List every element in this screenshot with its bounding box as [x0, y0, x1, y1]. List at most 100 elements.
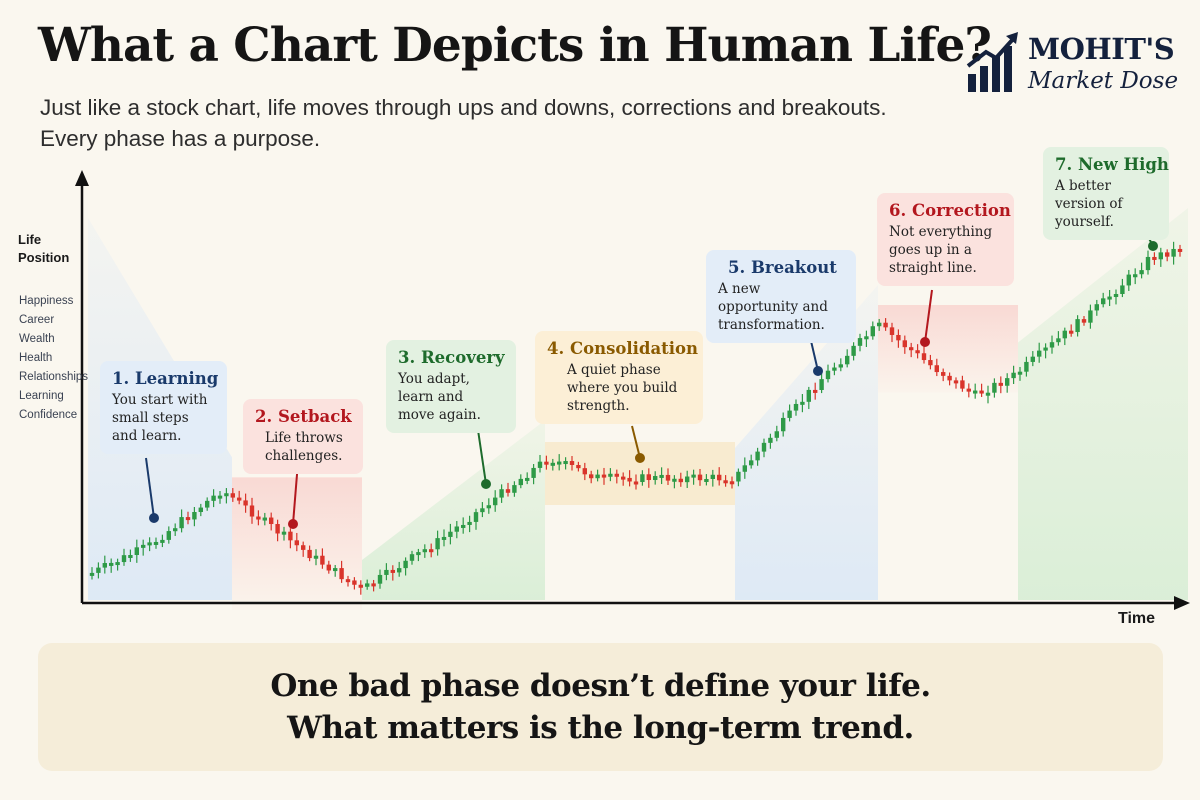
pointer-line — [145, 457, 155, 519]
candle-down — [505, 489, 511, 493]
candle-down — [345, 579, 351, 583]
candle-down — [723, 480, 728, 484]
candle-up — [563, 461, 568, 465]
phase-band — [878, 305, 1018, 393]
candle-down — [294, 540, 299, 546]
candle-up — [1075, 319, 1080, 333]
candle-up — [1145, 256, 1151, 271]
candle-up — [435, 538, 440, 550]
candle-down — [1069, 330, 1074, 334]
phase-description: Not everything goes up in a straight lin… — [889, 224, 993, 276]
pointer-dot — [288, 519, 298, 529]
phase-description: A better version of yourself. — [1055, 178, 1123, 230]
candle-up — [115, 562, 120, 566]
candle-up — [781, 417, 786, 432]
candle-up — [480, 508, 485, 513]
candle-up — [819, 379, 824, 390]
candle-down — [243, 500, 248, 506]
candle-up — [313, 555, 319, 559]
candle-down — [429, 549, 434, 553]
candle-up — [281, 531, 287, 535]
y-dimension-list: Happiness Career Wealth Health Relations… — [19, 292, 88, 425]
candle-up — [640, 474, 645, 483]
candle-up — [704, 478, 709, 482]
phase-band — [735, 285, 878, 600]
pointer-line — [924, 289, 933, 343]
phase-callout-new-high: 7. New High A better version of yourself… — [1043, 147, 1169, 240]
phase-title: 3. Recovery — [398, 348, 505, 367]
candle-up — [518, 478, 523, 486]
takeaway-line-2: What matters is the long-term trend. — [287, 710, 914, 746]
candle-up — [1158, 252, 1163, 260]
candle-up — [333, 568, 338, 572]
candle-up — [774, 431, 779, 438]
brand-logo: MOHIT'S Market Dose — [966, 30, 1196, 100]
candle-down — [934, 365, 939, 373]
candle-up — [672, 478, 677, 482]
pointer-dot — [1148, 241, 1158, 251]
candle-down — [256, 516, 261, 520]
candle-up — [550, 462, 555, 466]
candle-down — [390, 569, 395, 573]
pointer-dot — [635, 453, 645, 463]
candle-up — [825, 370, 831, 380]
candle-up — [1056, 338, 1061, 343]
y-dimension: Relationships — [19, 371, 89, 383]
candle-up — [493, 497, 498, 506]
phase-title: 6. Correction — [889, 201, 1011, 220]
candle-down — [582, 468, 587, 475]
candle-up — [102, 563, 107, 568]
candle-down — [249, 505, 255, 517]
pointer-dot — [149, 513, 159, 523]
candle-up — [377, 574, 383, 584]
candle-up — [736, 471, 741, 482]
candle-up — [806, 389, 811, 402]
candle-down — [717, 474, 722, 481]
candle-up — [179, 517, 184, 529]
candle-down — [576, 464, 581, 469]
candle-down — [1177, 248, 1183, 252]
candle-down — [358, 584, 363, 588]
candle-up — [1030, 356, 1035, 362]
candle-up — [525, 477, 530, 481]
candle-down — [269, 517, 274, 525]
takeaway-banner: One bad phase doesn’t define your life. … — [38, 643, 1163, 771]
candle-up — [467, 521, 472, 525]
candle-up — [864, 336, 869, 340]
candle-up — [512, 485, 517, 493]
phase-description: A new opportunity and transformation. — [718, 281, 828, 333]
candle-up — [1005, 378, 1010, 386]
subtitle-line-2: Every phase has a purpose. — [40, 126, 321, 151]
logo-name: MOHIT'S — [1028, 32, 1175, 66]
candle-down — [998, 382, 1003, 386]
candle-up — [1043, 347, 1048, 351]
pointer-dot — [813, 366, 823, 376]
candle-down — [237, 497, 242, 501]
candle-up — [397, 568, 402, 573]
x-axis-label: Time — [1118, 610, 1156, 627]
candle-down — [889, 327, 895, 335]
candle-up — [166, 531, 171, 540]
candle-up — [1094, 304, 1099, 311]
candle-up — [109, 562, 114, 566]
y-dimension: Career — [19, 314, 55, 326]
candle-up — [1107, 296, 1112, 300]
phase-description: You adapt, learn and move again. — [398, 371, 481, 423]
candle-up — [838, 364, 843, 368]
candle-down — [326, 564, 331, 571]
pointer-line — [631, 425, 641, 459]
chart-axes — [75, 170, 1190, 610]
y-dimension: Confidence — [19, 409, 78, 421]
phase-description: Life throws challenges. — [265, 430, 343, 464]
candle-up — [877, 322, 882, 327]
candle-up — [448, 531, 453, 537]
candle-up — [1113, 294, 1119, 298]
candle-up — [454, 526, 459, 532]
candle-down — [301, 545, 306, 550]
candle-up — [761, 442, 767, 452]
candle-up — [141, 544, 146, 548]
candle-up — [96, 567, 101, 573]
candle-up — [153, 541, 159, 545]
candle-up — [224, 493, 229, 497]
candle-up — [262, 517, 267, 521]
